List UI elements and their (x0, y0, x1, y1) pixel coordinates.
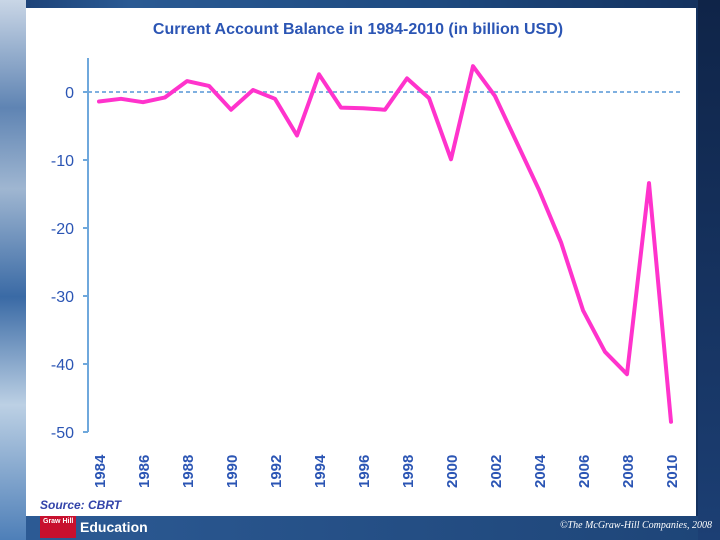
data-point (405, 76, 409, 80)
data-point (647, 181, 651, 185)
data-points (97, 64, 673, 424)
data-point (559, 240, 563, 244)
x-tick-label: 2010 (664, 455, 681, 488)
data-point (493, 94, 497, 98)
data-point (581, 308, 585, 312)
data-point (97, 100, 101, 104)
data-point (537, 188, 541, 192)
x-ticks: 1984 1986 1988 1990 1992 1994 1996 1998 2000 2002… (92, 454, 681, 488)
data-point (471, 64, 475, 68)
data-point (119, 97, 123, 101)
data-point (361, 106, 365, 110)
data-point (339, 106, 343, 110)
y-tick-label: -10 (51, 153, 74, 170)
y-tick-label: -40 (51, 357, 74, 374)
chart-title: Current Account Balance in 1984-2010 (in… (153, 21, 563, 38)
data-point (449, 157, 453, 161)
data-point (251, 88, 255, 92)
logo-mark: Graw Hill (40, 516, 76, 538)
data-point (207, 84, 211, 88)
x-tick-label: 2008 (620, 455, 637, 488)
copyright-text: ©The McGraw-Hill Companies, 2008 (559, 520, 712, 531)
data-point (163, 95, 167, 99)
data-point (427, 96, 431, 100)
data-point (141, 100, 145, 104)
data-point (295, 134, 299, 138)
data-point (515, 141, 519, 145)
y-tick-label: -20 (51, 221, 74, 238)
data-point (317, 72, 321, 76)
publisher-logo: Graw Hill Education (40, 516, 148, 538)
data-point (669, 420, 673, 424)
data-point (229, 108, 233, 112)
y-ticks: 0 -10 -20 -30 -40 -50 (51, 85, 88, 442)
x-tick-label: 1984 (92, 454, 109, 488)
right-decoration (698, 0, 720, 540)
x-tick-label: 1990 (224, 455, 241, 488)
x-tick-label: 2004 (532, 454, 549, 488)
series-line (97, 64, 673, 424)
left-decoration (0, 0, 26, 540)
logo-text: Education (80, 519, 148, 535)
footer-bar (26, 516, 698, 540)
data-point (185, 79, 189, 83)
x-tick-label: 1986 (136, 455, 153, 488)
x-tick-label: 1994 (312, 454, 329, 488)
x-tick-label: 1988 (180, 455, 197, 488)
x-tick-label: 1992 (268, 455, 285, 488)
y-tick-label: -30 (51, 289, 74, 306)
data-point (273, 97, 277, 101)
x-tick-label: 2006 (576, 455, 593, 488)
data-point (625, 372, 629, 376)
data-point (383, 108, 387, 112)
source-label: Source: CBRT (40, 498, 122, 512)
y-tick-label: -50 (51, 425, 74, 442)
x-tick-label: 1996 (356, 455, 373, 488)
x-tick-label: 1998 (400, 455, 417, 488)
data-point (603, 350, 607, 354)
x-tick-label: 2000 (444, 455, 461, 488)
x-tick-label: 2002 (488, 455, 505, 488)
y-tick-label: 0 (65, 85, 74, 102)
